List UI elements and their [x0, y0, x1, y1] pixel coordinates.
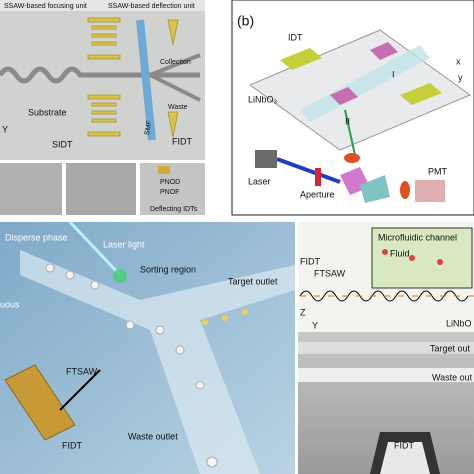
label: Disperse phase	[5, 232, 68, 242]
label: PMT	[428, 166, 448, 176]
label: FIDT	[62, 440, 82, 450]
label: Y	[2, 124, 8, 134]
label: Laser	[248, 176, 271, 186]
label: y	[458, 72, 463, 82]
label: Target outlet	[228, 276, 278, 286]
label: x	[456, 56, 461, 66]
label: FIDT	[300, 256, 320, 266]
label: FIDT	[394, 440, 414, 450]
label: Sorting region	[140, 264, 196, 274]
label: LiNbO₃	[248, 94, 278, 104]
label: II	[345, 116, 350, 126]
label: FIDT	[172, 136, 192, 146]
label: PNOF	[160, 189, 179, 196]
label: Fluid	[390, 248, 410, 258]
label: uous	[0, 299, 20, 309]
label: Aperture	[300, 189, 335, 199]
label: IDT	[288, 32, 303, 42]
label: Laser light	[103, 239, 145, 249]
label: Substrate	[28, 107, 67, 117]
label: SMF	[144, 120, 153, 136]
panel-tag: (b)	[237, 13, 254, 29]
label: Waste outlet	[128, 431, 178, 441]
label: Waste	[168, 104, 188, 111]
label: Deflecting IDTs	[150, 206, 198, 213]
micrographs: PNOD PNOF Deflecting IDTs	[0, 163, 205, 215]
panel-c: Disperse phase Laser light Sorting regio…	[0, 220, 295, 474]
panel-a: SSAW-based focusing unit SSAW-based defl…	[0, 0, 205, 160]
label: FTSAW	[314, 268, 346, 278]
label: Y	[312, 320, 318, 330]
label: LiNbO	[446, 318, 472, 328]
label: Target out	[430, 343, 471, 353]
label: Collection	[160, 59, 191, 66]
label: FTSAW	[66, 366, 98, 376]
label: Waste out	[432, 372, 473, 382]
panel-b: (b) IDT LiNbO₃ I II x y Laser Aperture P…	[231, 0, 474, 216]
panel-d: Microfluidic channel Fluid FIDT FTSAW Li…	[298, 222, 474, 474]
label: SSAW-based deflection unit	[108, 3, 195, 10]
label: Z	[300, 307, 306, 317]
label: PNOD	[160, 179, 180, 186]
label: Microfluidic channel	[378, 232, 457, 242]
label: SIDT	[52, 139, 73, 149]
label: I	[392, 69, 395, 79]
label: SSAW-based focusing unit	[4, 3, 87, 10]
